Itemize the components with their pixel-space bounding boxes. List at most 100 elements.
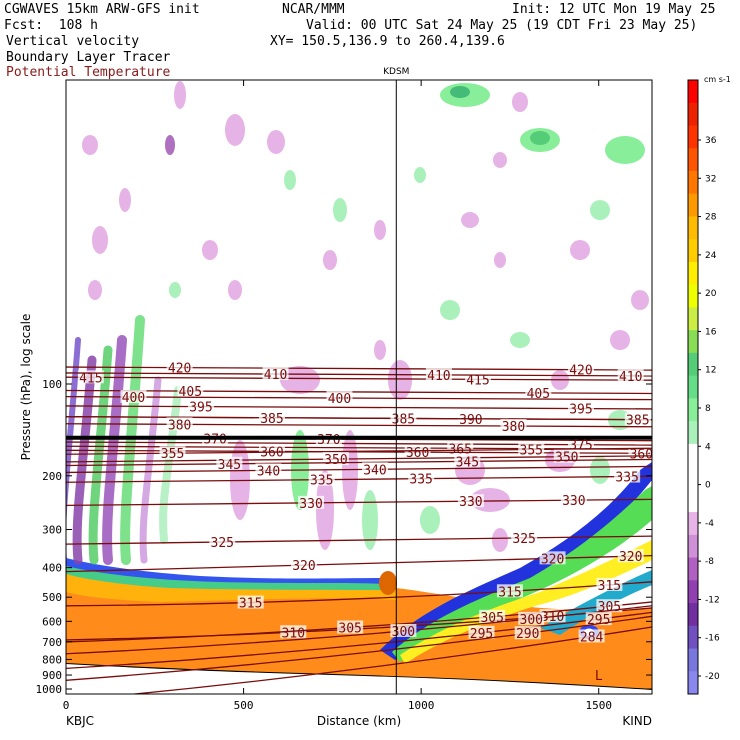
vertical-velocity-streak <box>159 386 182 544</box>
isentrope-label-bg <box>425 367 452 381</box>
header-field-tracer: Boundary Layer Tracer <box>6 50 171 65</box>
colorbar-swatch <box>688 580 698 604</box>
isentrope-label-bg <box>187 399 214 413</box>
vertical-velocity-cell <box>530 131 550 145</box>
vertical-velocity-streak <box>139 376 162 564</box>
isentrope-label-bg <box>560 493 587 507</box>
colorbar-swatch <box>688 603 698 627</box>
plot-frame <box>65 79 653 695</box>
vertical-velocity-streak <box>120 315 145 565</box>
frontal-plume-blue <box>380 462 652 660</box>
isentrope-label-bg <box>322 452 349 466</box>
header-fcst: Fcst: 108 h <box>4 18 98 33</box>
isentrope-label: 335 <box>409 473 432 488</box>
isentrope-label: 420 <box>569 364 592 379</box>
colorbar-swatch <box>688 671 698 695</box>
isentrope-label-bg <box>578 629 605 643</box>
isentrope-label: 405 <box>527 387 550 402</box>
colorbar-swatch <box>688 557 698 581</box>
isentrope-line <box>66 372 652 377</box>
vertical-velocity-cell <box>492 528 508 552</box>
colorbar-label: 32 <box>705 174 716 184</box>
isentrope-line <box>128 626 652 694</box>
colorbar-unit: cm s-1 <box>704 75 731 84</box>
isentrope-label: 370 <box>317 433 340 448</box>
secondary-plume <box>540 570 652 635</box>
isentrope-label: 325 <box>512 532 535 547</box>
frontal-plume-green <box>392 486 652 662</box>
isentrope-label-bg <box>298 495 325 509</box>
isentrope-label-bg <box>390 411 417 425</box>
header-init: Init: 12 UTC Mon 19 May 25 <box>512 2 716 17</box>
isentrope-label: 380 <box>168 418 191 433</box>
vertical-velocity-cell <box>493 152 507 168</box>
isentrope-label-bg <box>496 584 523 598</box>
isentrope-line <box>66 475 652 483</box>
isentrope-label-bg <box>337 620 364 634</box>
isentrope-label: 320 <box>619 550 642 565</box>
isentrope-label: 325 <box>211 536 234 551</box>
colorbar-swatch <box>688 307 698 331</box>
isentrope-label-bg <box>209 535 236 549</box>
isentrope-label-bg <box>404 445 431 459</box>
vertical-velocity-cell <box>374 220 386 240</box>
vertical-velocity-cell <box>610 330 630 350</box>
isentrope-label-bg <box>567 362 594 376</box>
isentrope-label-bg <box>514 626 541 640</box>
vertical-velocity-cell <box>202 240 218 260</box>
vertical-velocity-cell <box>92 226 108 254</box>
shaded-fields <box>66 81 652 694</box>
isentrope-label-bg <box>479 609 506 623</box>
y-axis-label: Pressure (hPa), log scale <box>19 314 33 461</box>
header-xy: XY= 150.5,136.9 to 260.4,139.6 <box>270 34 505 49</box>
isentrope-line <box>66 416 652 421</box>
isentrope-line <box>66 423 652 428</box>
vertical-velocity-cell <box>267 130 285 154</box>
isentrope-line <box>66 554 652 573</box>
colorbar-swatch <box>688 239 698 263</box>
isentrope-label: 410 <box>264 368 287 383</box>
x-axis-label: Distance (km) <box>317 714 401 728</box>
isentrope-line <box>66 581 652 607</box>
isentrope-label-bg <box>408 471 435 485</box>
vertical-velocity-cell <box>284 170 296 190</box>
colorbar-swatch <box>688 330 698 354</box>
vertical-velocity-cell <box>450 86 470 98</box>
isentrope-label: 385 <box>392 412 415 427</box>
colorbar-label: 4 <box>705 442 711 452</box>
isentrope-label-bg <box>159 446 186 460</box>
isentrope-label-bg <box>255 463 282 477</box>
header-valid: Valid: 00 UTC Sat 24 May 25 (19 CDT Fri … <box>306 18 698 33</box>
isentrope-label-bg <box>308 472 335 486</box>
isentrope-label: 405 <box>179 385 202 400</box>
isentrope-label-bg <box>539 551 566 565</box>
colorbar-label: 24 <box>705 251 717 261</box>
isentrope-label: 400 <box>328 392 351 407</box>
vertical-velocity-cell <box>590 200 610 220</box>
isentrope-line <box>66 611 652 670</box>
isentrope-line <box>66 447 652 455</box>
isentrope-label-bg <box>468 625 495 639</box>
vertical-velocity-cell <box>362 490 378 550</box>
isentrope-label-bg <box>454 454 481 468</box>
colorbar-swatch <box>688 421 698 445</box>
vertical-velocity-cell <box>374 340 386 360</box>
vertical-velocity-cell <box>228 280 242 300</box>
isentrope-label-bg <box>166 417 193 431</box>
isentrope-label-bg <box>258 410 285 424</box>
y-tick-label: 300 <box>42 524 62 537</box>
isentrope-label: 360 <box>406 446 429 461</box>
vertical-velocity-cell <box>316 470 334 550</box>
isentrope-label: 390 <box>459 413 482 428</box>
vertical-velocity-cell <box>414 167 426 183</box>
colorbar-swatch <box>688 216 698 240</box>
isentrope-label: 385 <box>626 414 649 429</box>
colorbar-label: 20 <box>705 289 717 299</box>
hump-orange <box>379 571 397 595</box>
y-tick-label: 400 <box>42 562 62 575</box>
isentrope-label: 415 <box>79 371 102 386</box>
colorbar-swatch <box>688 148 698 172</box>
isentrope-label: 345 <box>456 455 479 470</box>
station-kdsm-label: KDSM <box>383 67 409 77</box>
